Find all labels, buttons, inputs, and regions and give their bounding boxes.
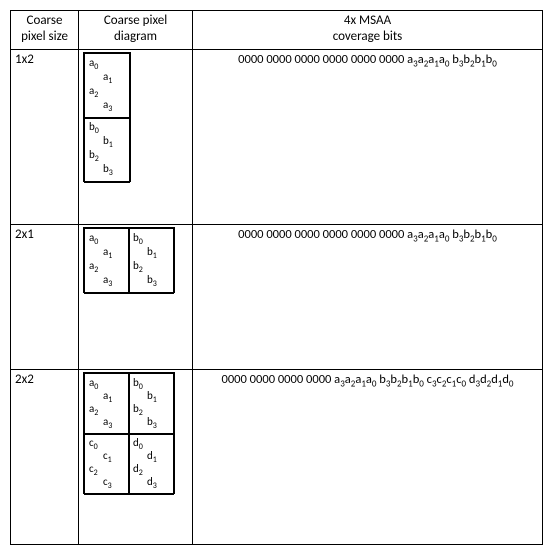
sample-label: b3 bbox=[147, 274, 157, 288]
subpixel-cell: a0 a1 a2 a3 bbox=[84, 228, 130, 294]
diagram-cell: a0 a1 a2 a3 b0 b1 b2 b3 bbox=[79, 50, 193, 225]
sample-label: b3 bbox=[103, 163, 113, 177]
msaa-coverage-table: Coarse pixel size Coarse pixel diagram 4… bbox=[10, 10, 543, 545]
diagram-cell: a0 a1 a2 a3 b0 b1 b2 b3 c0 c1 c2 c3 d0 d1 d2 d3 bbox=[79, 370, 193, 545]
coarse-pixel-diagram: a0 a1 a2 a3 b0 b1 b2 b3 bbox=[83, 227, 175, 293]
sample-label: a1 bbox=[103, 71, 112, 85]
sample-label: a3 bbox=[103, 274, 112, 288]
header-row: Coarse pixel size Coarse pixel diagram 4… bbox=[11, 11, 543, 50]
sample-label: c0 bbox=[89, 437, 98, 451]
sample-label: b0 bbox=[133, 232, 143, 246]
header-pixel-diagram: Coarse pixel diagram bbox=[79, 11, 193, 50]
subpixel-cell: b0 b1 b2 b3 bbox=[84, 117, 130, 183]
subpixel-cell: b0 b1 b2 b3 bbox=[128, 373, 174, 435]
sample-label: b1 bbox=[147, 390, 157, 404]
sample-label: a3 bbox=[103, 99, 112, 113]
subpixel-cell: b0 b1 b2 b3 bbox=[128, 228, 174, 294]
coverage-bits-cell: 0000 0000 0000 0000 0000 0000 a3a2a1a0 b… bbox=[193, 225, 543, 370]
sample-label: c3 bbox=[103, 476, 112, 490]
sample-label: a1 bbox=[103, 390, 112, 404]
diagram-cell: a0 a1 a2 a3 b0 b1 b2 b3 bbox=[79, 225, 193, 370]
sample-label: d0 bbox=[133, 437, 143, 451]
header-coverage-bits: 4x MSAA coverage bits bbox=[193, 11, 543, 50]
coverage-bits-cell: 0000 0000 0000 0000 0000 0000 a3a2a1a0 b… bbox=[193, 50, 543, 225]
sample-label: a3 bbox=[103, 416, 112, 430]
sample-label: a2 bbox=[89, 85, 98, 99]
coarse-pixel-diagram: a0 a1 a2 a3 b0 b1 b2 b3 bbox=[83, 52, 131, 182]
header-pixel-size: Coarse pixel size bbox=[11, 11, 79, 50]
sample-label: a2 bbox=[89, 403, 98, 417]
sample-label: a0 bbox=[89, 232, 98, 246]
sample-label: a1 bbox=[103, 246, 112, 260]
coarse-pixel-diagram: a0 a1 a2 a3 b0 b1 b2 b3 c0 c1 c2 c3 d0 d1 d2 d3 bbox=[83, 372, 175, 494]
subpixel-cell: a0 a1 a2 a3 bbox=[84, 53, 130, 119]
subpixel-cell: d0 d1 d2 d3 bbox=[128, 433, 174, 495]
pixel-size-cell: 1x2 bbox=[11, 50, 79, 225]
sample-label: b2 bbox=[89, 149, 99, 163]
sample-label: c1 bbox=[103, 450, 112, 464]
sample-label: b0 bbox=[133, 377, 143, 391]
sample-label: b0 bbox=[89, 121, 99, 135]
subpixel-cell: a0 a1 a2 a3 bbox=[84, 373, 130, 435]
sample-label: a0 bbox=[89, 377, 98, 391]
sample-label: d3 bbox=[147, 476, 157, 490]
sample-label: b1 bbox=[103, 135, 113, 149]
coverage-bits-text: 0000 0000 0000 0000 0000 0000 a3a2a1a0 b… bbox=[238, 52, 497, 67]
table-row: 2x2 a0 a1 a2 a3 b0 b1 b2 b3 c0 c1 c2 c3 d0 d1 d2 d3 0000 … bbox=[11, 370, 543, 545]
sample-label: d2 bbox=[133, 463, 143, 477]
coverage-bits-text: 0000 0000 0000 0000 0000 0000 a3a2a1a0 b… bbox=[238, 227, 497, 242]
sample-label: b2 bbox=[133, 403, 143, 417]
coverage-bits-cell: 0000 0000 0000 0000 a3a2a1a0 b3b2b1b0 c3… bbox=[193, 370, 543, 545]
sample-label: a2 bbox=[89, 260, 98, 274]
coverage-bits-text: 0000 0000 0000 0000 a3a2a1a0 b3b2b1b0 c3… bbox=[222, 372, 514, 387]
pixel-size-cell: 2x2 bbox=[11, 370, 79, 545]
pixel-size-cell: 2x1 bbox=[11, 225, 79, 370]
table-row: 2x1 a0 a1 a2 a3 b0 b1 b2 b3 0000 0000 0000 0000 0… bbox=[11, 225, 543, 370]
table-row: 1x2 a0 a1 a2 a3 b0 b1 b2 b3 0000 0000 0000 0000 0… bbox=[11, 50, 543, 225]
sample-label: b1 bbox=[147, 246, 157, 260]
sample-label: b3 bbox=[147, 416, 157, 430]
sample-label: c2 bbox=[89, 463, 98, 477]
sample-label: d1 bbox=[147, 450, 157, 464]
subpixel-cell: c0 c1 c2 c3 bbox=[84, 433, 130, 495]
sample-label: b2 bbox=[133, 260, 143, 274]
sample-label: a0 bbox=[89, 57, 98, 71]
